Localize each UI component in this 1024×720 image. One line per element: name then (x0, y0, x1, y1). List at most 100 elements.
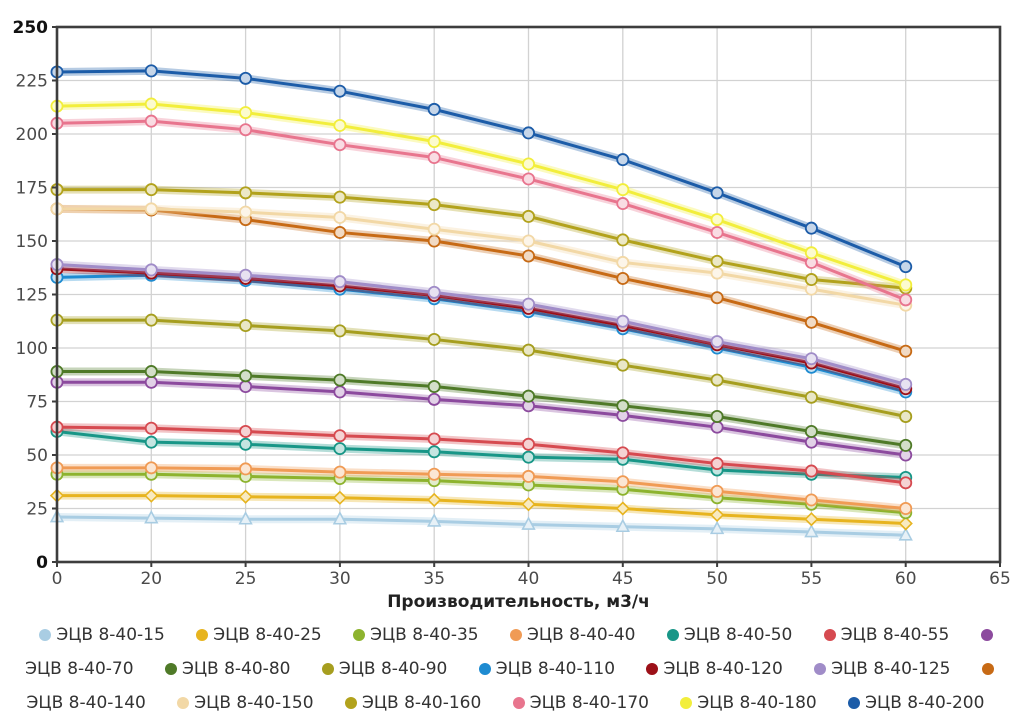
data-point-marker (144, 421, 158, 435)
data-point-marker (427, 445, 441, 459)
data-point-marker (804, 493, 818, 507)
data-point-marker (710, 186, 724, 200)
legend-swatch-icon (980, 629, 993, 641)
legend-item: ЭЦВ 8-40-110 (478, 659, 615, 679)
data-point-marker (710, 484, 724, 498)
series (50, 420, 913, 490)
data-point-marker (804, 273, 818, 287)
data-point-marker (427, 102, 441, 116)
data-point-marker (616, 314, 630, 328)
data-point-marker (239, 205, 253, 219)
series-line (55, 494, 908, 525)
data-point-marker (522, 450, 536, 464)
data-point-marker (899, 409, 913, 423)
data-point-marker (522, 126, 536, 140)
data-point-marker (710, 409, 724, 423)
legend-label: ЭЦВ 8-40-180 (697, 693, 817, 713)
data-point-marker (144, 97, 158, 111)
data-point-marker (427, 467, 441, 481)
x-tick-label: 65 (989, 569, 1011, 589)
series-line (55, 515, 908, 537)
legend-label: ЭЦВ 8-40-15 (56, 625, 165, 645)
legend-swatch-icon (164, 663, 177, 675)
data-point-marker (144, 313, 158, 327)
series-line (55, 318, 908, 418)
data-point-marker (616, 271, 630, 285)
data-point-marker (333, 442, 347, 456)
legend-swatch-icon (823, 629, 836, 641)
legend-item: ЭЦВ 8-40-90 (321, 659, 447, 679)
pump-performance-chart: 0 25 50 75 100 125 150 175 200 225 250 0 20 25 30 35 40 4… (13, 18, 1011, 612)
data-point-marker (709, 507, 725, 523)
data-point-marker (239, 186, 253, 200)
series-line (55, 425, 908, 485)
series-line (55, 466, 908, 510)
data-point-marker (522, 249, 536, 263)
y-tick-label: 125 (16, 286, 48, 306)
data-point-marker (333, 118, 347, 132)
series-line (55, 207, 908, 353)
legend-item: ЭЦВ 8-40-80 (164, 659, 290, 679)
data-point-marker (239, 106, 253, 120)
data-point-marker (427, 492, 442, 508)
data-point-marker (899, 377, 913, 391)
data-point-marker (804, 315, 818, 329)
data-point-marker (616, 233, 630, 247)
data-point-marker (804, 512, 819, 527)
data-point-marker (804, 424, 818, 438)
series (50, 202, 913, 358)
legend-item: ЭЦВ 8-40-25 (196, 625, 322, 645)
series-line (55, 119, 908, 302)
data-point-marker (804, 246, 818, 260)
series-line (55, 188, 908, 290)
series-line (55, 380, 908, 457)
data-point-marker (804, 390, 818, 404)
data-point-marker (427, 392, 441, 406)
data-point-marker (333, 429, 347, 443)
data-point-marker (521, 516, 536, 530)
data-point-marker (427, 198, 441, 212)
data-point-marker (710, 254, 724, 268)
data-point-marker (710, 213, 724, 227)
data-point-marker (427, 513, 442, 527)
x-tick-label: 0 (52, 569, 63, 589)
legend-item: ЭЦВ 8-40-55 (823, 625, 949, 645)
series-line (55, 267, 908, 391)
data-point-marker (710, 225, 724, 239)
legend-swatch-icon (848, 697, 861, 709)
series (49, 508, 913, 541)
legend-item: ЭЦВ 8-40-125 (814, 659, 951, 679)
legend-item: ЭЦВ 8-40-70 (25, 625, 998, 679)
data-point-marker (804, 464, 818, 478)
series-line (55, 429, 908, 479)
legend-item: ЭЦВ 8-40-40 (510, 625, 635, 645)
data-point-marker (144, 202, 158, 216)
data-point-marker (427, 222, 441, 236)
y-tick-label: 250 (13, 18, 49, 38)
chart-legend: ЭЦВ 8-40-15 ЭЦВ 8-40-25 ЭЦВ 8-40-35 ЭЦВ … (0, 612, 1024, 720)
legend-swatch-icon (344, 697, 357, 709)
data-point-marker (427, 285, 441, 299)
data-point-marker (804, 221, 818, 235)
x-tick-label: 60 (895, 569, 917, 589)
data-point-marker (616, 197, 630, 211)
legend-item: ЭЦВ 8-40-170 (512, 693, 649, 713)
data-point-marker (144, 183, 158, 197)
data-point-marker (333, 210, 347, 224)
series-line (55, 207, 908, 307)
legend-swatch-icon (196, 629, 209, 641)
legend-label: ЭЦВ 8-40-35 (370, 625, 479, 645)
data-point-marker (239, 462, 253, 476)
series (50, 461, 913, 515)
legend-item: ЭЦВ 8-40-180 (680, 693, 817, 713)
y-tick-label: 200 (16, 125, 48, 145)
data-point-marker (239, 71, 253, 85)
data-point-marker (333, 275, 347, 289)
data-point-marker (616, 255, 630, 269)
data-point-marker (899, 278, 913, 292)
series (50, 313, 913, 423)
data-point-marker (144, 435, 158, 449)
x-tick-label: 55 (801, 569, 823, 589)
data-point-marker (521, 497, 536, 512)
data-point-marker (899, 438, 913, 452)
